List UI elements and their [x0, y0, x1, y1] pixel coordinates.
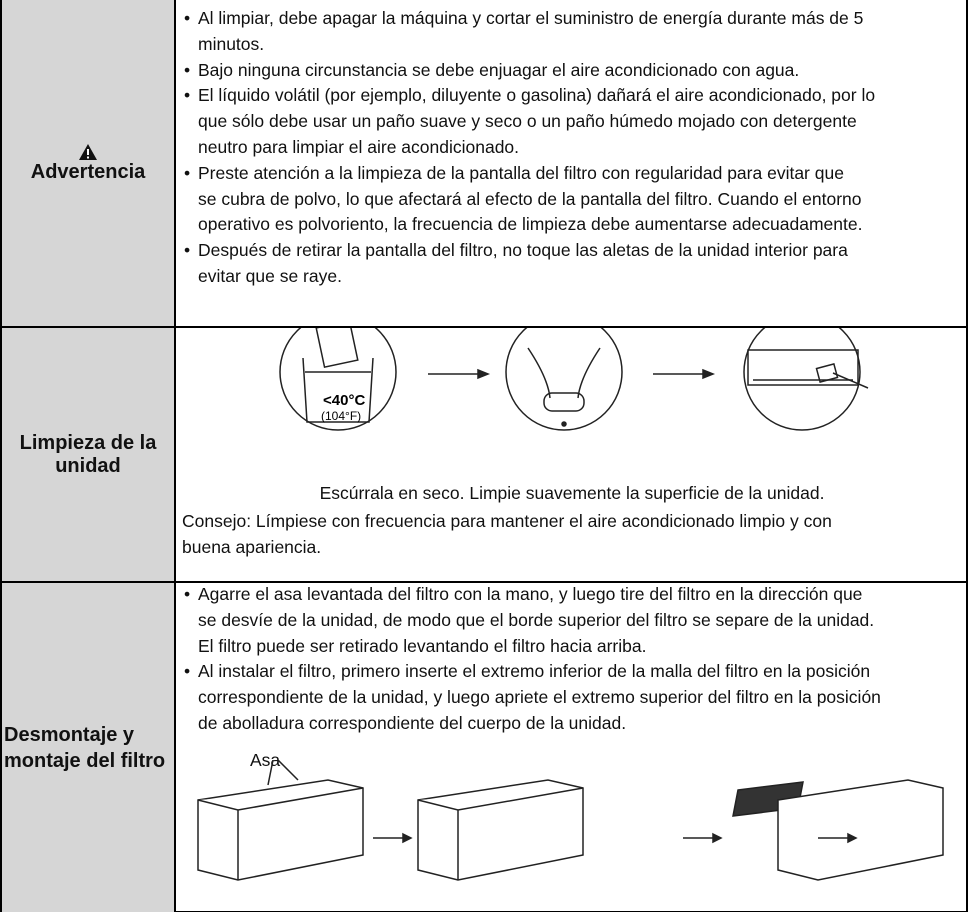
row-content: <40°C (104°F) Escúrrala en seco. Limpie …: [178, 328, 966, 582]
text-line: Consejo: Límpiese con frecuencia para ma…: [182, 511, 832, 531]
text-line: El filtro puede ser retirado levantando …: [198, 635, 647, 656]
row-label: Advertencia: [30, 161, 146, 183]
row-content: Asa Agarre el asa levantada del filtro c…: [178, 582, 966, 911]
temperature-f: (104°F): [321, 409, 361, 423]
text-line: Al limpiar, debe apagar la máquina y cor…: [178, 6, 966, 32]
text-line: evitar que se raye.: [198, 265, 342, 286]
row-label-cell: Advertencia: [0, 0, 176, 327]
text-line: minutos.: [198, 33, 265, 54]
text-line: El líquido volátil (por ejemplo, diluyen…: [178, 83, 966, 109]
row-content: Al limpiar, debe apagar la máquina y cor…: [178, 6, 966, 290]
text-line: de abolladura correspondiente del cuerpo…: [198, 712, 627, 733]
text-line: Bajo ninguna circunstancia se debe enjua…: [178, 58, 966, 84]
row-label-cell: Limpieza de la unidad: [0, 328, 176, 582]
divider: [0, 326, 966, 328]
text-line: neutro para limpiar el aire acondicionad…: [198, 136, 520, 157]
text-line: correspondiente de la unidad, y luego ap…: [198, 687, 881, 708]
row-label: Desmontaje y montaje del filtro: [4, 723, 166, 772]
caption: Escúrrala en seco. Limpie suavemente la …: [319, 483, 825, 503]
row-label: Limpieza de la unidad: [19, 432, 157, 477]
warning-icon: [79, 144, 97, 160]
text-line: Preste atención a la limpieza de la pant…: [178, 161, 966, 187]
cleaning-illustration: <40°C (104°F): [279, 328, 869, 431]
text-line: que sólo debe usar un paño suave y seco …: [198, 111, 857, 132]
text-line: Al instalar el filtro, primero inserte e…: [178, 659, 966, 685]
row-label-cell: Desmontaje y montaje del filtro: [0, 583, 176, 912]
text-line: buena apariencia.: [182, 536, 322, 557]
temperature-c: <40°C: [323, 392, 365, 409]
filter-illustration: [197, 760, 944, 881]
tip: Consejo: Límpiese con frecuencia para ma…: [178, 509, 832, 561]
text-line: Después de retirar la pantalla del filtr…: [178, 238, 966, 264]
text-line: Agarre el asa levantada del filtro con l…: [178, 582, 966, 608]
text-line: se cubra de polvo, lo que afectará al ef…: [198, 188, 862, 209]
text-line: operativo es polvoriento, la frecuencia …: [198, 214, 863, 235]
text-line: se desvíe de la unidad, de modo que el b…: [198, 609, 875, 630]
